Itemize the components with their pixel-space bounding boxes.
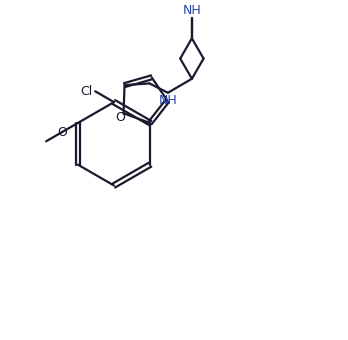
Text: O: O xyxy=(57,126,67,139)
Text: Cl: Cl xyxy=(81,85,93,98)
Text: NH: NH xyxy=(183,4,202,17)
Text: NH: NH xyxy=(159,94,178,107)
Text: O: O xyxy=(115,111,125,124)
